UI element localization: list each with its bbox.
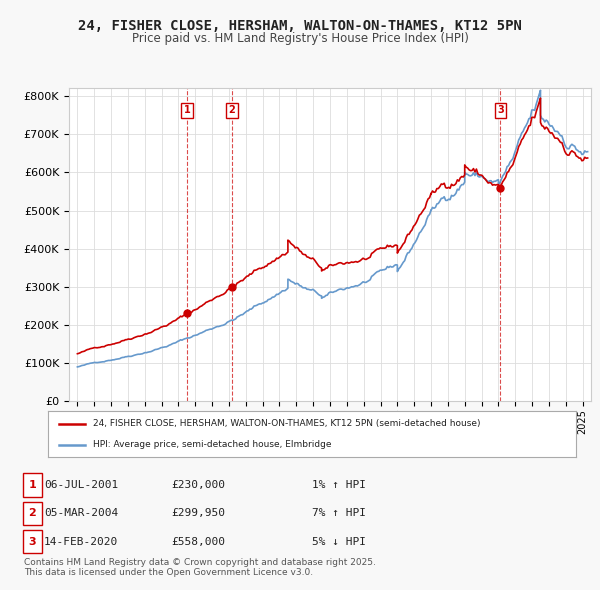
- Text: 2: 2: [29, 509, 36, 518]
- Text: 06-JUL-2001: 06-JUL-2001: [44, 480, 118, 490]
- Text: £230,000: £230,000: [171, 480, 225, 490]
- Text: £558,000: £558,000: [171, 537, 225, 546]
- Text: 3: 3: [29, 537, 36, 546]
- Text: 1: 1: [29, 480, 36, 490]
- Text: 7% ↑ HPI: 7% ↑ HPI: [312, 509, 366, 518]
- Text: 24, FISHER CLOSE, HERSHAM, WALTON-ON-THAMES, KT12 5PN: 24, FISHER CLOSE, HERSHAM, WALTON-ON-THA…: [78, 19, 522, 33]
- Text: 24, FISHER CLOSE, HERSHAM, WALTON-ON-THAMES, KT12 5PN (semi-detached house): 24, FISHER CLOSE, HERSHAM, WALTON-ON-THA…: [93, 419, 481, 428]
- Text: £299,950: £299,950: [171, 509, 225, 518]
- Text: 1: 1: [184, 106, 191, 116]
- Text: 1% ↑ HPI: 1% ↑ HPI: [312, 480, 366, 490]
- Text: 14-FEB-2020: 14-FEB-2020: [44, 537, 118, 546]
- Text: Price paid vs. HM Land Registry's House Price Index (HPI): Price paid vs. HM Land Registry's House …: [131, 32, 469, 45]
- Text: 2: 2: [229, 106, 235, 116]
- Text: 5% ↓ HPI: 5% ↓ HPI: [312, 537, 366, 546]
- Text: 3: 3: [497, 106, 504, 116]
- Text: Contains HM Land Registry data © Crown copyright and database right 2025.
This d: Contains HM Land Registry data © Crown c…: [24, 558, 376, 577]
- Text: 05-MAR-2004: 05-MAR-2004: [44, 509, 118, 518]
- Text: HPI: Average price, semi-detached house, Elmbridge: HPI: Average price, semi-detached house,…: [93, 440, 331, 450]
